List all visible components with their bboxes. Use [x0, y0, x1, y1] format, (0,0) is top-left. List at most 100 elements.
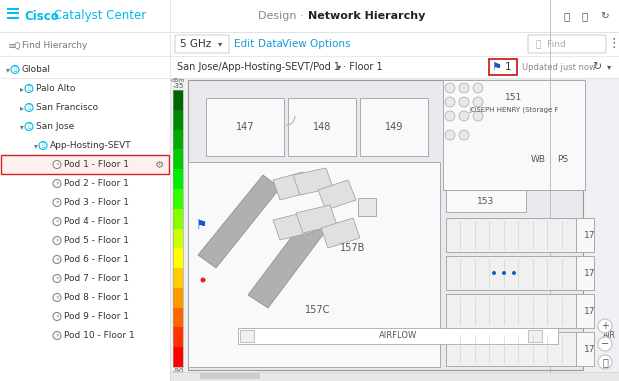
Text: ⋄: ⋄ [55, 257, 59, 262]
Text: Global: Global [22, 65, 51, 74]
Text: ▾: ▾ [6, 65, 10, 74]
Text: ⋄: ⋄ [55, 314, 59, 319]
Text: ↻: ↻ [600, 11, 609, 21]
Text: ⌖: ⌖ [27, 86, 30, 91]
Polygon shape [296, 205, 337, 233]
Bar [446, 190, 526, 212]
Text: dBm: dBm [171, 374, 185, 379]
Polygon shape [198, 175, 280, 268]
Bar [170, 372, 619, 381]
Circle shape [459, 97, 469, 107]
Bar [446, 218, 576, 252]
Text: 5 GHz: 5 GHz [180, 39, 212, 49]
Circle shape [445, 97, 455, 107]
Circle shape [459, 83, 469, 93]
Text: Pod 6 - Floor 1: Pod 6 - Floor 1 [64, 255, 129, 264]
Bar [173, 169, 183, 189]
Bar [240, 330, 254, 342]
Bar [173, 288, 183, 308]
Text: ▸: ▸ [20, 103, 24, 112]
Circle shape [53, 293, 61, 301]
Circle shape [53, 237, 61, 245]
Bar [446, 256, 576, 290]
Text: Pod 4 - Floor 1: Pod 4 - Floor 1 [64, 217, 129, 226]
Text: Cisco: Cisco [24, 10, 59, 22]
Bar [206, 98, 284, 156]
Bar [576, 294, 594, 328]
Text: 157B: 157B [340, 243, 366, 253]
Text: ⋄: ⋄ [55, 200, 59, 205]
Text: ⋄: ⋄ [55, 276, 59, 281]
Text: ▾: ▾ [34, 141, 38, 150]
Circle shape [53, 274, 61, 282]
Text: 153: 153 [477, 197, 495, 205]
Bar [173, 307, 183, 328]
Bar [173, 149, 183, 170]
Circle shape [473, 97, 483, 107]
Text: -90: -90 [172, 368, 184, 374]
FancyBboxPatch shape [528, 35, 606, 53]
Text: Updated just now: Updated just now [522, 62, 596, 72]
Circle shape [53, 218, 61, 226]
Bar [360, 98, 428, 156]
Polygon shape [321, 218, 360, 248]
Text: 157C: 157C [305, 305, 331, 315]
Bar [173, 90, 183, 110]
Circle shape [53, 312, 61, 320]
Bar [238, 328, 558, 344]
Text: PS: PS [558, 155, 569, 165]
Circle shape [459, 111, 469, 121]
Text: Pod 1 - Floor 1: Pod 1 - Floor 1 [64, 160, 129, 169]
Text: ↻: ↻ [592, 62, 602, 72]
Text: Data: Data [258, 39, 283, 49]
Text: 149: 149 [385, 122, 403, 132]
Text: Pod 7 - Floor 1: Pod 7 - Floor 1 [64, 274, 129, 283]
Text: App-Hosting-SEVT: App-Hosting-SEVT [50, 141, 132, 150]
Text: dBm: dBm [171, 78, 185, 83]
Text: Q: Q [14, 42, 20, 51]
Text: ▾: ▾ [607, 62, 611, 72]
Bar [288, 98, 356, 156]
Text: Pod 5 - Floor 1: Pod 5 - Floor 1 [64, 236, 129, 245]
Circle shape [445, 111, 455, 121]
Circle shape [459, 130, 469, 140]
Text: ⚑: ⚑ [196, 218, 207, 232]
Circle shape [25, 85, 33, 93]
Circle shape [598, 337, 612, 351]
Text: 148: 148 [313, 122, 331, 132]
Bar [173, 110, 183, 130]
Text: Pod 10 - Floor 1: Pod 10 - Floor 1 [64, 331, 135, 340]
Bar [0, 0, 619, 32]
Circle shape [492, 271, 496, 275]
Circle shape [473, 83, 483, 93]
Text: -35: -35 [172, 83, 184, 89]
Text: ⋄: ⋄ [55, 333, 59, 338]
Text: Network Hierarchy: Network Hierarchy [308, 11, 425, 21]
Text: Find Hierarchy: Find Hierarchy [22, 42, 87, 51]
Bar [173, 90, 183, 367]
Circle shape [201, 277, 206, 282]
Text: AIR: AIR [603, 331, 616, 341]
Text: ⓘ: ⓘ [582, 11, 588, 21]
Bar [576, 218, 594, 252]
Circle shape [512, 271, 516, 275]
Text: ⚙: ⚙ [155, 160, 165, 170]
Bar [576, 332, 594, 366]
Circle shape [445, 130, 455, 140]
Polygon shape [248, 215, 328, 308]
Circle shape [25, 104, 33, 112]
Bar [173, 327, 183, 347]
Text: ⚑: ⚑ [491, 62, 501, 72]
Text: Palo Alto: Palo Alto [36, 84, 76, 93]
Text: 147: 147 [236, 122, 254, 132]
Bar [170, 56, 619, 78]
Text: 1: 1 [504, 62, 511, 72]
Circle shape [53, 160, 61, 168]
Text: Design ·: Design · [258, 11, 308, 21]
Circle shape [11, 66, 19, 74]
Text: ▾: ▾ [20, 122, 24, 131]
Text: ⋄: ⋄ [55, 219, 59, 224]
Text: San Jose/App-Hosting-SEVT/Pod 1 · Floor 1: San Jose/App-Hosting-SEVT/Pod 1 · Floor … [177, 62, 383, 72]
Bar [173, 248, 183, 268]
Text: San Francisco: San Francisco [36, 103, 98, 112]
